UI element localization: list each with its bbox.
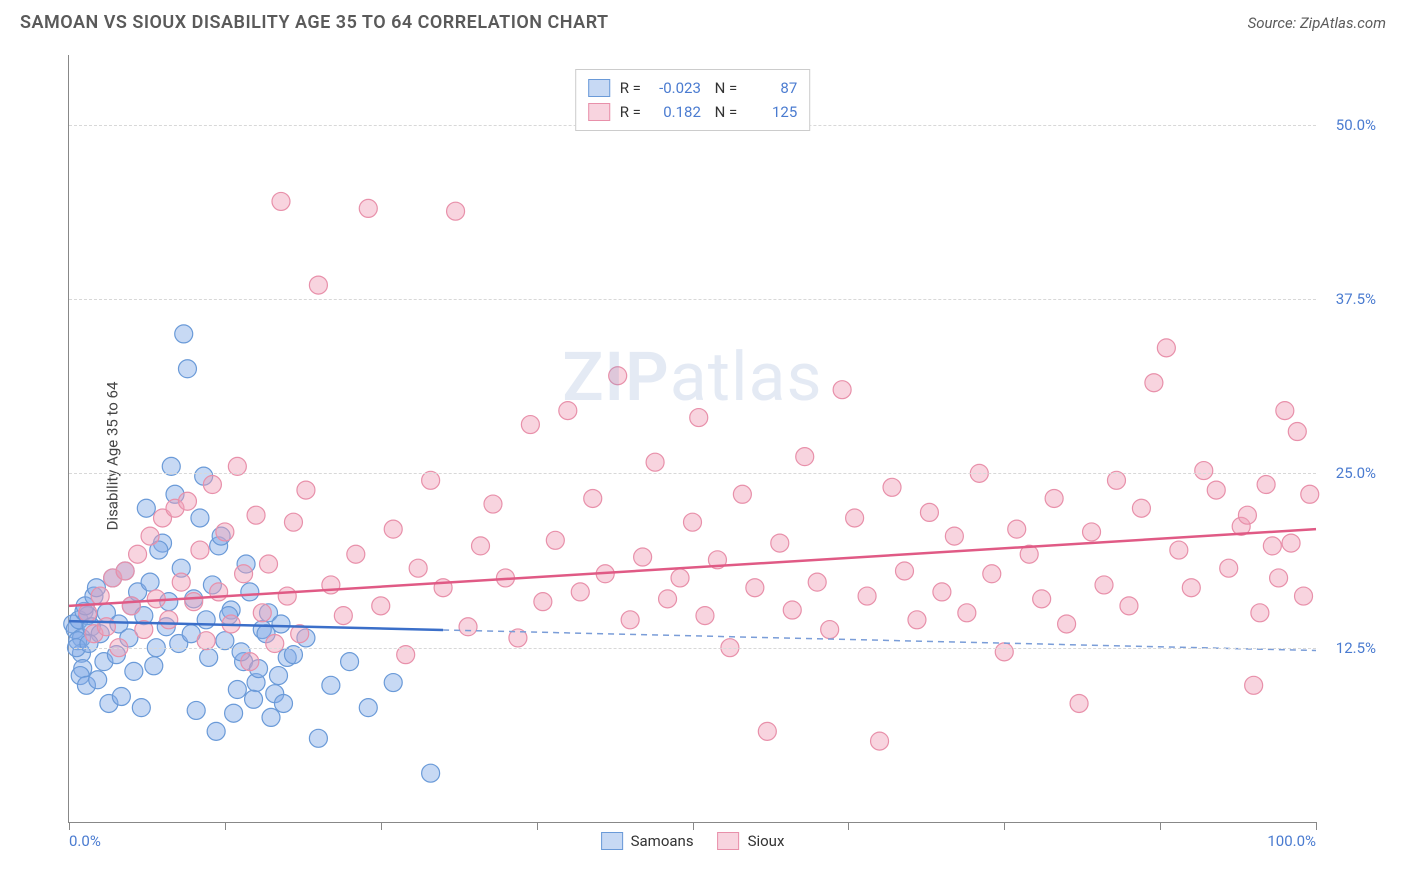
x-axis-min-label: 0.0% bbox=[69, 832, 101, 850]
gridline bbox=[69, 648, 1316, 649]
legend-swatch-samoans bbox=[588, 79, 610, 97]
scatter-plot-svg bbox=[69, 55, 1316, 822]
x-tick bbox=[1004, 822, 1005, 830]
n-value-sioux: 125 bbox=[747, 100, 797, 124]
x-tick bbox=[537, 822, 538, 830]
y-tick-label: 50.0% bbox=[1336, 116, 1376, 134]
legend-label-samoans: Samoans bbox=[631, 832, 694, 850]
x-tick bbox=[848, 822, 849, 830]
legend-item-sioux: Sioux bbox=[718, 832, 785, 850]
gridline bbox=[69, 473, 1316, 474]
legend-swatch-sioux bbox=[588, 103, 610, 121]
r-value-sioux: 0.182 bbox=[651, 100, 701, 124]
legend-label-sioux: Sioux bbox=[748, 832, 785, 850]
legend-swatch-samoans-bottom bbox=[601, 832, 623, 850]
x-tick bbox=[1160, 822, 1161, 830]
x-tick bbox=[1316, 822, 1317, 830]
y-tick-label: 37.5% bbox=[1336, 290, 1376, 308]
y-tick-label: 12.5% bbox=[1336, 639, 1376, 657]
n-value-samoans: 87 bbox=[747, 76, 797, 100]
r-value-samoans: -0.023 bbox=[651, 76, 701, 100]
chart-title: SAMOAN VS SIOUX DISABILITY AGE 35 TO 64 … bbox=[20, 12, 609, 33]
legend-swatch-sioux-bottom bbox=[718, 832, 740, 850]
x-tick bbox=[381, 822, 382, 830]
gridline bbox=[69, 299, 1316, 300]
chart-container: Disability Age 35 to 64 ZIPatlas R = -0.… bbox=[20, 41, 1386, 871]
y-tick-label: 25.0% bbox=[1336, 464, 1376, 482]
chart-source: Source: ZipAtlas.com bbox=[1248, 14, 1386, 32]
legend-stats: R = -0.023 N = 87 R = 0.182 N = 125 bbox=[575, 69, 811, 131]
plot-area: ZIPatlas R = -0.023 N = 87 R = 0.182 N =… bbox=[68, 55, 1316, 823]
x-axis-max-label: 100.0% bbox=[1267, 832, 1316, 850]
legend-item-samoans: Samoans bbox=[601, 832, 694, 850]
x-tick bbox=[693, 822, 694, 830]
legend-series: Samoans Sioux bbox=[601, 832, 785, 850]
legend-stats-row-1: R = 0.182 N = 125 bbox=[588, 100, 798, 124]
x-tick bbox=[225, 822, 226, 830]
x-tick bbox=[69, 822, 70, 830]
legend-stats-row-0: R = -0.023 N = 87 bbox=[588, 76, 798, 100]
